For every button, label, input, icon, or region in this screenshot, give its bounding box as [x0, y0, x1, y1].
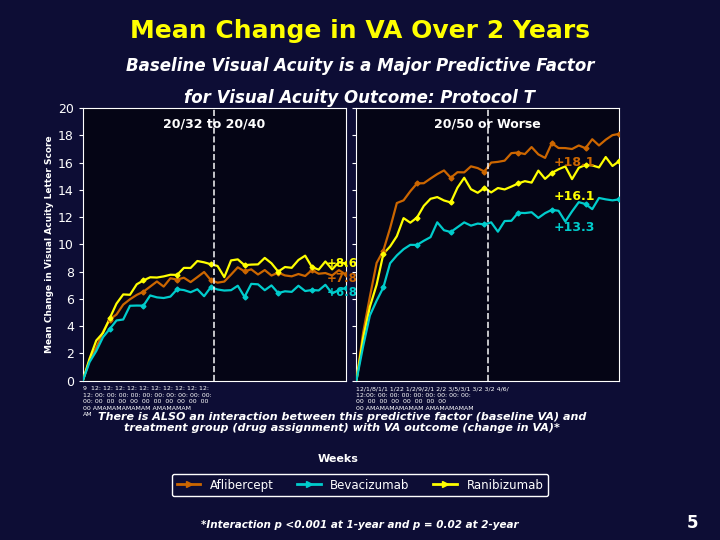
Text: 12/1/8/1/1 1/22 1/2/9/2/1 2/2 3/5/3/1 3/2 3/2 4/6/: 12/1/8/1/1 1/22 1/2/9/2/1 2/2 3/5/3/1 3/… [356, 386, 509, 391]
Text: 20/50 or Worse: 20/50 or Worse [434, 118, 541, 131]
Text: +13.3: +13.3 [554, 221, 595, 234]
Text: +7.8: +7.8 [327, 272, 358, 285]
Text: 00: 00  00  00  00  00  00  00  00  00  00: 00: 00 00 00 00 00 00 00 00 00 00 [83, 399, 208, 404]
Text: *Interaction p <0.001 at 1-year and p = 0.02 at 2-year: *Interaction p <0.001 at 1-year and p = … [201, 520, 519, 530]
Text: +18.1: +18.1 [554, 156, 595, 169]
Text: Baseline Visual Acuity is a Major Predictive Factor: Baseline Visual Acuity is a Major Predic… [126, 57, 594, 75]
Legend: Aflibercept, Bevacizumab, Ranibizumab: Aflibercept, Bevacizumab, Ranibizumab [172, 474, 548, 496]
Text: 00 AMAMAMAMAMAM AMAMAMAMAM: 00 AMAMAMAMAMAM AMAMAMAMAM [356, 406, 474, 410]
Text: +16.1: +16.1 [554, 190, 595, 203]
Text: 9  12: 12: 12: 12: 12: 12: 12: 12: 12: 12:: 9 12: 12: 12: 12: 12: 12: 12: 12: 12: 12… [83, 386, 209, 391]
Text: Weeks: Weeks [318, 454, 359, 464]
Text: 00  00  00  00  00  00  00  00: 00 00 00 00 00 00 00 00 [356, 399, 446, 404]
Text: +6.8: +6.8 [327, 286, 359, 299]
Text: 12: 00: 00: 00: 00: 00: 00: 00: 00: 00: 00:: 12: 00: 00: 00: 00: 00: 00: 00: 00: 00: … [83, 393, 212, 397]
Y-axis label: Mean Change in Visual Acuity Letter Score: Mean Change in Visual Acuity Letter Scor… [45, 136, 54, 353]
Text: +8.6: +8.6 [327, 257, 359, 270]
Text: 00 AMAMAMAMAMAM AMAMAMAM: 00 AMAMAMAMAMAM AMAMAMAM [83, 406, 191, 410]
Text: 20/32 to 20/40: 20/32 to 20/40 [163, 118, 266, 131]
Text: for Visual Acuity Outcome: Protocol T: for Visual Acuity Outcome: Protocol T [184, 89, 536, 107]
Text: 5: 5 [687, 514, 698, 532]
Text: AM: AM [83, 412, 92, 417]
Text: Mean Change in VA Over 2 Years: Mean Change in VA Over 2 Years [130, 19, 590, 43]
Text: There is ALSO an interaction between this predictive factor (baseline VA) and
tr: There is ALSO an interaction between thi… [98, 411, 586, 433]
Text: 12:00: 00: 00: 00: 00: 00: 00: 00: 00:: 12:00: 00: 00: 00: 00: 00: 00: 00: 00: [356, 393, 472, 397]
